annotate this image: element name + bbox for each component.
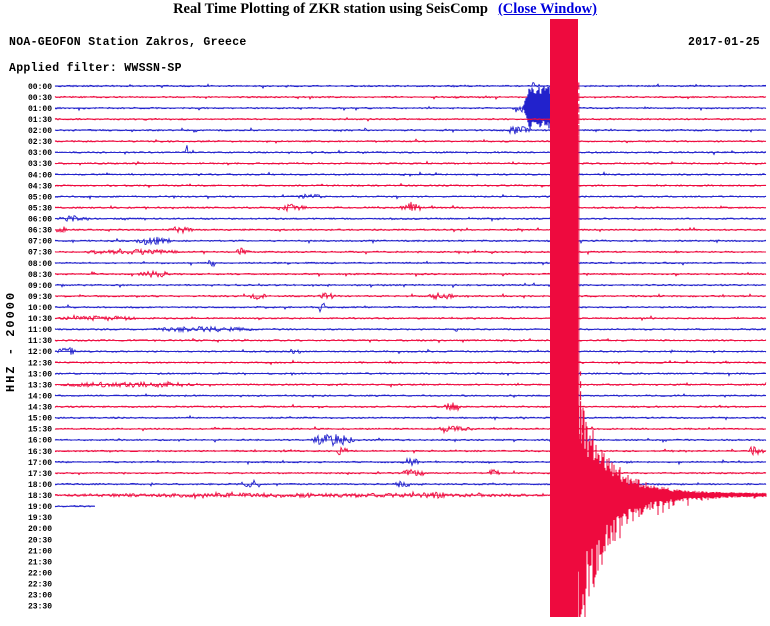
time-label: 07:30 xyxy=(28,249,52,258)
time-label: 01:00 xyxy=(28,105,52,114)
trace-row xyxy=(54,433,767,448)
time-label: 09:30 xyxy=(28,293,52,302)
trace-row xyxy=(54,372,767,377)
secondary-event-burst xyxy=(523,86,552,129)
time-label: 16:00 xyxy=(28,437,52,446)
time-label: 02:00 xyxy=(28,127,52,136)
time-label: 18:00 xyxy=(28,481,52,490)
time-label: 15:00 xyxy=(28,415,52,424)
trace-row xyxy=(54,456,767,467)
time-label: 08:30 xyxy=(28,271,52,280)
trace-row xyxy=(54,302,767,314)
time-label: 10:00 xyxy=(28,304,52,313)
trace-row xyxy=(54,414,766,421)
trace-row xyxy=(54,346,767,355)
title-bar: Real Time Plotting of ZKR station using … xyxy=(0,1,770,18)
trace-row xyxy=(55,182,767,189)
time-label: 13:30 xyxy=(28,381,52,390)
trace-row xyxy=(54,116,767,122)
trace-row xyxy=(54,145,767,156)
trace-row xyxy=(54,504,96,508)
time-label: 20:30 xyxy=(28,536,52,545)
event-clipped-band xyxy=(550,19,578,617)
time-label: 08:00 xyxy=(28,260,52,269)
trace-row xyxy=(54,291,767,301)
time-label: 21:00 xyxy=(28,547,52,556)
trace-row xyxy=(54,402,767,412)
trace-row xyxy=(54,226,767,235)
date-label: 2017-01-25 xyxy=(687,36,760,49)
trace-row xyxy=(54,325,767,334)
trace-row xyxy=(54,468,767,477)
time-label: 05:30 xyxy=(28,205,52,214)
time-label: 19:30 xyxy=(28,514,52,523)
time-label: 12:00 xyxy=(28,348,52,357)
trace-row xyxy=(54,314,767,322)
time-label: 03:30 xyxy=(28,160,52,169)
event-coda xyxy=(577,405,767,617)
close-window-link[interactable]: (Close Window) xyxy=(497,1,597,17)
trace-row xyxy=(54,125,767,135)
time-label: 04:30 xyxy=(28,182,52,191)
time-label: 12:30 xyxy=(28,359,52,368)
time-label: 07:00 xyxy=(28,238,52,247)
time-label: 16:30 xyxy=(28,448,52,457)
time-label: 04:00 xyxy=(28,171,52,180)
time-label: 17:30 xyxy=(28,470,52,479)
time-label: 11:00 xyxy=(28,326,52,335)
station-label: NOA-GEOFON Station Zakros, Greece xyxy=(9,36,247,49)
time-label: 05:00 xyxy=(28,193,52,202)
time-label: 00:30 xyxy=(28,94,52,103)
time-label: 06:00 xyxy=(28,216,52,225)
time-label: 18:30 xyxy=(28,492,52,501)
time-label: 03:00 xyxy=(28,149,52,158)
trace-row xyxy=(54,269,767,279)
time-label: 09:00 xyxy=(28,282,52,291)
time-label: 10:30 xyxy=(28,315,52,324)
time-label: 22:00 xyxy=(28,569,52,578)
trace-row xyxy=(54,425,767,435)
trace-row xyxy=(54,105,767,113)
time-label: 14:00 xyxy=(28,393,52,402)
trace-row xyxy=(54,171,767,178)
amplitude-axis-label: HHZ - 20000 xyxy=(4,291,18,392)
trace-row xyxy=(54,359,767,366)
trace-row xyxy=(54,236,766,246)
time-label: 20:00 xyxy=(28,525,52,534)
time-label: 14:30 xyxy=(28,404,52,413)
trace-row xyxy=(54,393,767,399)
trace-row xyxy=(54,81,767,90)
trace-row xyxy=(54,247,767,256)
trace-row xyxy=(55,478,767,488)
trace-row xyxy=(54,214,767,222)
time-label: 21:30 xyxy=(28,558,52,567)
time-label: 06:30 xyxy=(28,227,52,236)
time-label: 19:00 xyxy=(28,503,52,512)
time-label: 02:30 xyxy=(28,138,52,147)
trace-row xyxy=(54,380,767,389)
trace-row xyxy=(54,201,767,213)
time-label: 11:30 xyxy=(28,337,52,346)
trace-row xyxy=(55,282,767,289)
time-label: 23:30 xyxy=(28,603,52,612)
trace-row xyxy=(54,337,767,344)
time-label: 00:00 xyxy=(28,83,52,92)
time-label: 01:30 xyxy=(28,116,52,125)
trace-row xyxy=(54,193,767,200)
trace-row xyxy=(54,138,767,144)
page-title: Real Time Plotting of ZKR station using … xyxy=(173,1,488,17)
filter-label: Applied filter: WWSSN-SP xyxy=(9,62,182,75)
trace-row xyxy=(54,259,767,268)
time-label: 22:30 xyxy=(28,581,52,590)
time-label: 23:00 xyxy=(28,592,52,601)
trace-row xyxy=(54,445,767,457)
trace-row xyxy=(54,94,767,101)
time-label: 15:30 xyxy=(28,426,52,435)
time-label: 17:00 xyxy=(28,459,52,468)
time-label: 13:00 xyxy=(28,370,52,379)
trace-row xyxy=(54,160,767,166)
